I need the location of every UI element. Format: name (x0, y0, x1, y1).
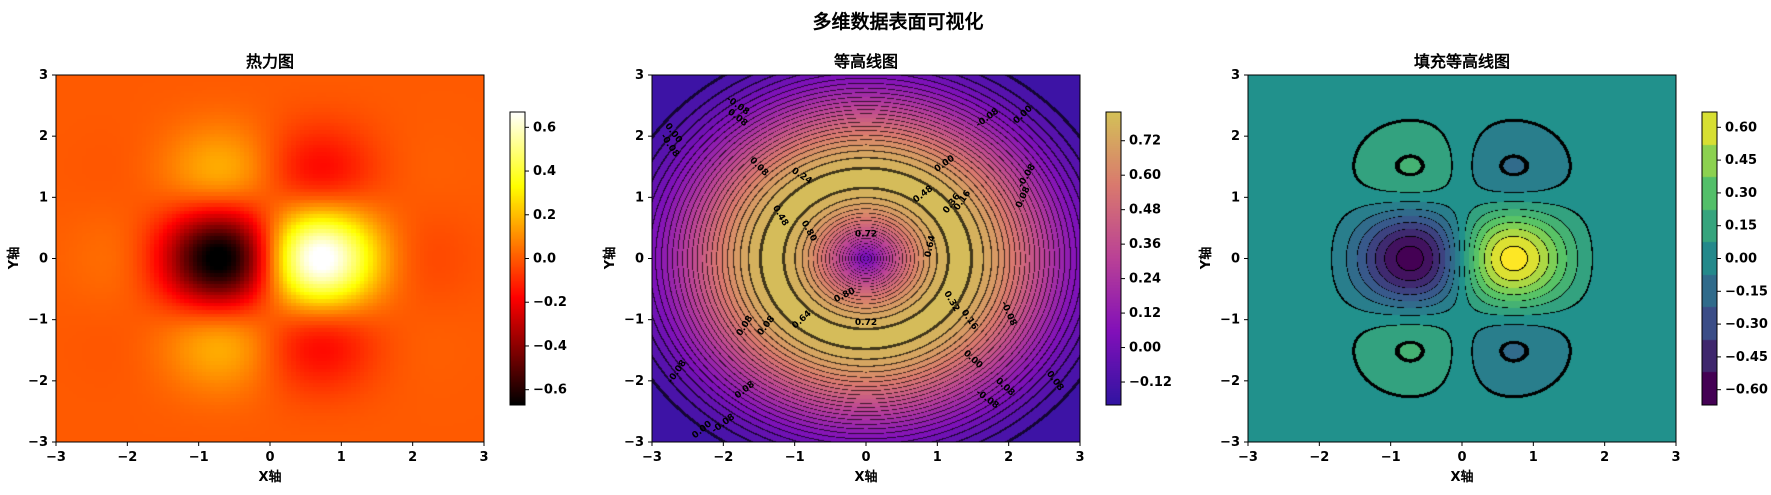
x-tick-label: 3 (1075, 450, 1084, 465)
filled-contour-colorbar-ticks: −0.60 −0.45 −0.30 −0.15 0.00 0.15 0.30 0.45 0.60 (1717, 120, 1768, 398)
y-tick-label: −1 (28, 313, 48, 328)
contour-colorbar-ticks: −0.12 0.00 0.12 0.24 0.36 0.48 0.60 0.72 (1121, 134, 1172, 390)
filled-contour-ticks: −3 −2 −1 0 1 2 3 −3 −2 −1 0 1 2 3 (1220, 68, 1680, 465)
heatmap-colorbar (510, 112, 525, 405)
x-tick-label: −3 (1238, 450, 1258, 465)
contour-ticks: −3 −2 −1 0 1 2 3 −3 −2 −1 0 1 2 3 (624, 68, 1084, 465)
x-tick-label: 3 (1671, 450, 1680, 465)
y-tick-label: 3 (39, 68, 48, 83)
y-tick-label: −3 (28, 435, 48, 450)
heatmap-colorbar-ticks: −0.6 −0.4 −0.2 0.0 0.2 0.4 0.6 (525, 120, 567, 398)
heatmap-xlabel: X轴 (258, 469, 281, 485)
y-tick-label: 3 (635, 68, 644, 83)
filled-contour-ylabel: Y轴 (1198, 247, 1214, 270)
contour-ylabel: Y轴 (602, 247, 618, 270)
x-tick-label: 1 (1529, 450, 1538, 465)
heatmap-ticks: −3 −2 −1 0 1 2 3 −3 −2 −1 0 1 2 3 (28, 68, 488, 465)
x-tick-label: 2 (1600, 450, 1609, 465)
heatmap-image (56, 75, 484, 442)
filled-contour-colorbar (1702, 112, 1717, 405)
colorbar-tick-label: 0.60 (1129, 168, 1161, 183)
y-tick-label: −2 (624, 374, 644, 389)
colorbar-tick-label: −0.4 (533, 339, 567, 354)
y-tick-label: 0 (1231, 252, 1240, 267)
colorbar-tick-label: 0.12 (1129, 306, 1161, 321)
x-tick-label: 0 (861, 450, 870, 465)
colorbar-tick-label: 0.00 (1129, 341, 1161, 356)
colorbar-tick-label: −0.12 (1129, 375, 1172, 390)
colorbar-tick-label: 0.24 (1129, 272, 1161, 287)
filled-contour-xlabel: X轴 (1450, 469, 1473, 485)
x-tick-label: 1 (337, 450, 346, 465)
x-tick-label: −3 (642, 450, 662, 465)
colorbar-tick-label: 0.2 (533, 208, 556, 223)
contour-level-label: 0.64 (923, 234, 938, 258)
colorbar-tick-label: 0.36 (1129, 237, 1161, 252)
colorbar-tick-label: −0.6 (533, 383, 567, 398)
y-tick-label: 1 (39, 190, 48, 205)
y-tick-label: −2 (28, 374, 48, 389)
y-tick-label: 0 (635, 252, 644, 267)
colorbar-tick-label: 0.4 (533, 164, 556, 179)
filled-contour-title: 填充等高线图 (1414, 52, 1510, 71)
contour-xlabel: X轴 (854, 469, 877, 485)
contour-title: 等高线图 (833, 52, 898, 71)
y-tick-label: 0 (39, 252, 48, 267)
x-tick-label: −1 (189, 450, 209, 465)
x-tick-label: 2 (408, 450, 417, 465)
x-tick-label: 2 (1004, 450, 1013, 465)
colorbar-tick-label: −0.30 (1725, 317, 1768, 332)
colorbar-tick-label: 0.60 (1725, 120, 1757, 135)
heatmap-ylabel: Y轴 (6, 247, 22, 270)
panel-contour: 等高线图 0.720.800.800.720.640.640.480.480.2… (602, 52, 1172, 485)
colorbar-tick-label: 0.0 (533, 252, 556, 267)
x-tick-label: 0 (1457, 450, 1466, 465)
contour-level-label: 0.72 (855, 318, 877, 328)
colorbar-tick-label: −0.60 (1725, 383, 1768, 398)
y-tick-label: 1 (635, 190, 644, 205)
contour-image (652, 75, 1080, 442)
x-tick-label: 0 (265, 450, 274, 465)
x-tick-label: −2 (1309, 450, 1329, 465)
colorbar-tick-label: −0.15 (1725, 284, 1768, 299)
x-tick-label: −3 (46, 450, 66, 465)
x-tick-label: 3 (479, 450, 488, 465)
colorbar-tick-label: 0.15 (1725, 219, 1757, 234)
colorbar-tick-label: −0.45 (1725, 350, 1768, 365)
x-tick-label: −2 (713, 450, 733, 465)
contour-level-label: 0.72 (855, 230, 877, 240)
y-tick-label: −1 (1220, 313, 1240, 328)
filled-contour-image (1248, 75, 1676, 442)
x-tick-label: −2 (117, 450, 137, 465)
figure-suptitle: 多维数据表面可视化 (812, 10, 983, 33)
x-tick-label: 1 (933, 450, 942, 465)
contour-colorbar-frame (1105, 111, 1122, 406)
y-tick-label: −3 (1220, 435, 1240, 450)
y-tick-label: 2 (39, 129, 48, 144)
colorbar-tick-label: 0.00 (1725, 252, 1757, 267)
y-tick-label: 2 (635, 129, 644, 144)
colorbar-tick-label: 0.6 (533, 120, 556, 135)
y-tick-label: −1 (624, 313, 644, 328)
colorbar-tick-label: 0.48 (1129, 203, 1161, 218)
heatmap-title: 热力图 (246, 52, 294, 71)
y-tick-label: 1 (1231, 190, 1240, 205)
y-tick-label: 2 (1231, 129, 1240, 144)
y-tick-label: −3 (624, 435, 644, 450)
y-tick-label: 3 (1231, 68, 1240, 83)
x-tick-label: −1 (785, 450, 805, 465)
x-tick-label: −1 (1381, 450, 1401, 465)
colorbar-tick-label: 0.45 (1725, 153, 1757, 168)
contour-colorbar (1106, 112, 1121, 405)
colorbar-tick-label: 0.30 (1725, 186, 1757, 201)
colorbar-tick-label: 0.72 (1129, 134, 1161, 149)
colorbar-tick-label: −0.2 (533, 295, 567, 310)
y-tick-label: −2 (1220, 374, 1240, 389)
